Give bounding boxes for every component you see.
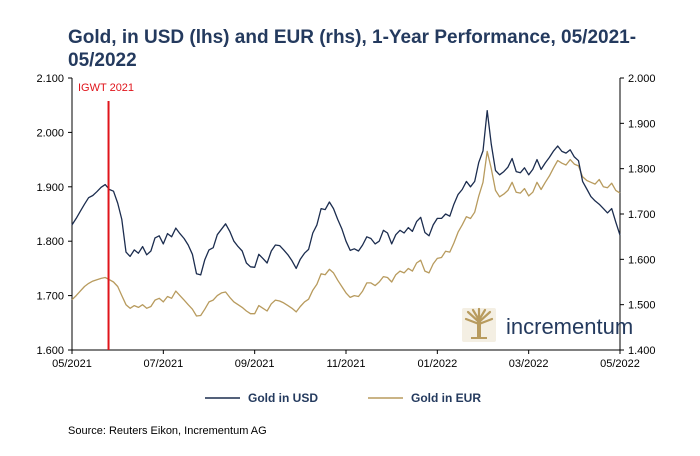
left-tick-label: 1.800 — [36, 236, 64, 248]
right-tick-label: 1.900 — [628, 118, 656, 130]
x-tick-label: 07/2021 — [143, 358, 183, 370]
right-tick-label: 1.800 — [628, 164, 656, 176]
left-tick-label: 2.000 — [36, 127, 64, 139]
x-axis: 05/2021 07/2021 09/2021 11/2021 01/2022 03/20… — [52, 349, 640, 370]
x-tick-label: 01/2022 — [417, 358, 457, 370]
chart-title: Gold, in USD (lhs) and EUR (rhs), 1-Year… — [68, 27, 637, 71]
legend: Gold in USD Gold in EUR — [205, 391, 481, 405]
tree-logo-icon — [462, 307, 496, 342]
x-tick-label: 03/2022 — [509, 358, 549, 370]
x-tick-label: 11/2021 — [327, 358, 366, 370]
series-gold-usd-line — [71, 109, 621, 276]
source-note: Source: Reuters Eikon, Incrementum AG — [68, 425, 267, 437]
right-tick-label: 1.600 — [628, 254, 656, 266]
logo: incrementum — [462, 307, 633, 342]
right-tick-label: 1.700 — [628, 209, 656, 221]
right-axis: 1.400 1.500 1.600 1.700 1.800 1.900 2.000 — [619, 73, 656, 357]
series-gold-eur-line — [71, 150, 621, 317]
left-axis: 1.600 1.700 1.800 1.900 2.000 2.100 — [36, 73, 73, 357]
legend-usd-label: Gold in USD — [248, 391, 318, 405]
left-tick-label: 2.100 — [36, 73, 64, 85]
x-tick-label: 09/2021 — [235, 358, 275, 370]
logo-wordmark: incrementum — [506, 314, 633, 339]
legend-eur-label: Gold in EUR — [411, 391, 481, 405]
x-tick-label: 05/2022 — [600, 358, 640, 370]
igwt-marker-label: IGWT 2021 — [78, 82, 134, 94]
left-tick-label: 1.900 — [36, 182, 64, 194]
right-tick-label: 2.000 — [628, 73, 656, 85]
right-tick-label: 1.500 — [628, 300, 656, 312]
right-tick-label: 1.400 — [628, 345, 656, 357]
left-tick-label: 1.600 — [36, 345, 64, 357]
annotation-layer: IGWT 2021 — [78, 82, 134, 350]
series-layer — [71, 109, 621, 317]
x-tick-label: 05/2021 — [52, 358, 92, 370]
left-tick-label: 1.700 — [36, 291, 64, 303]
